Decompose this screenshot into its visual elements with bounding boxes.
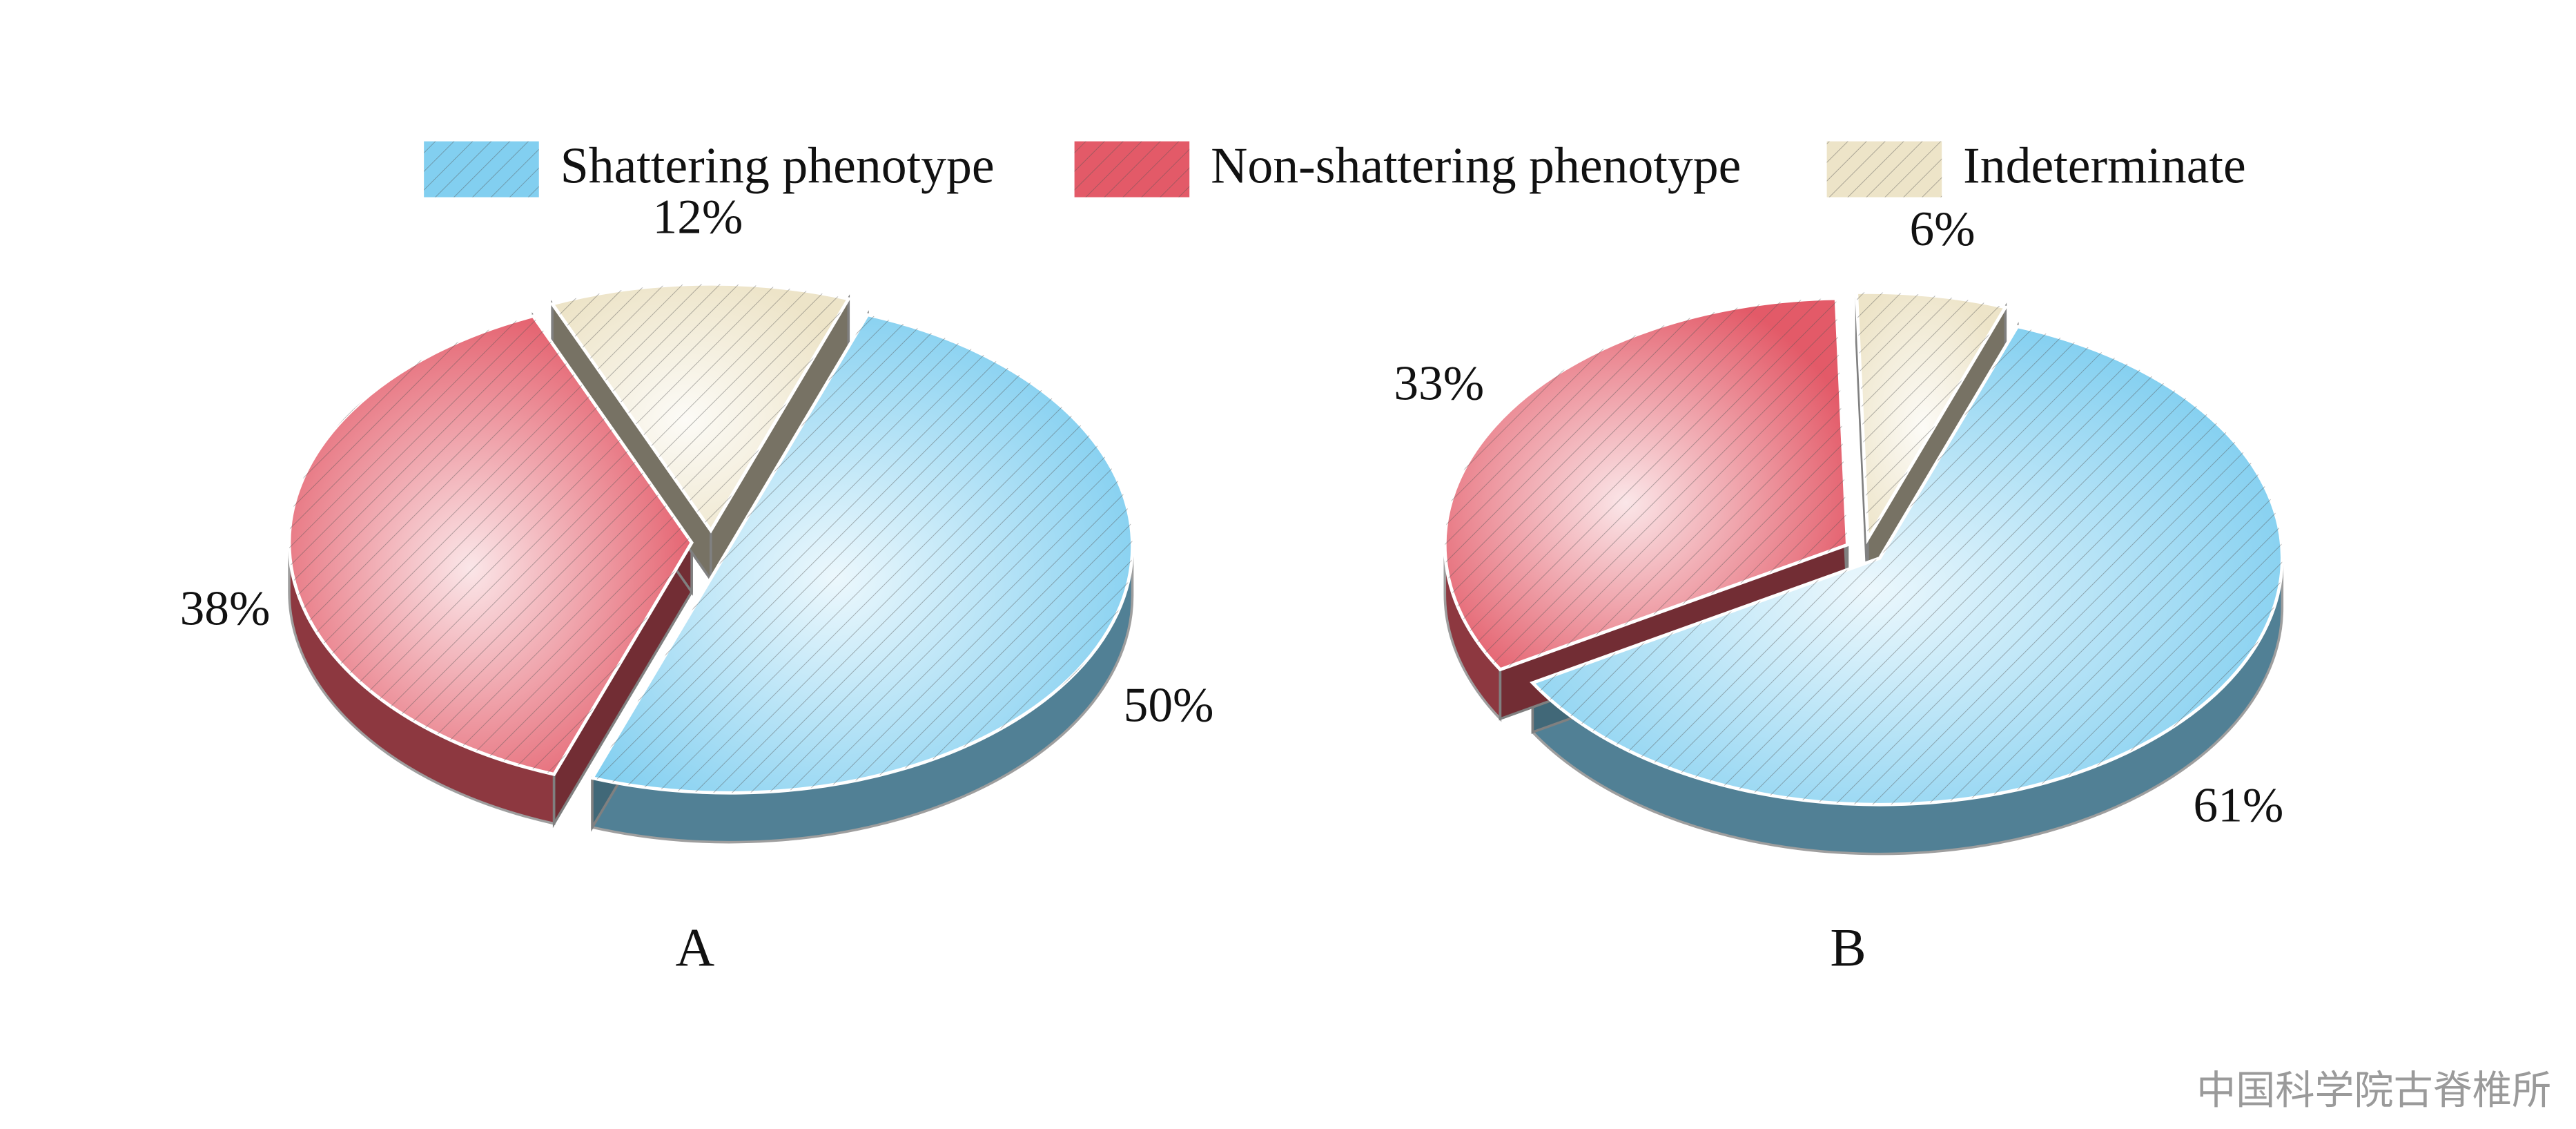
value-label: 38% xyxy=(180,581,271,636)
slice-hatch xyxy=(1532,326,2283,805)
legend-hatch xyxy=(1074,141,1190,197)
legend: Shattering phenotype Non-shattering pheno… xyxy=(424,137,2246,197)
watermark: 中国科学院古脊椎所 xyxy=(2196,1068,2551,1113)
legend-label: Non-shattering phenotype xyxy=(1211,137,1741,193)
slice-hatch xyxy=(1856,292,2006,539)
legend-label: Indeterminate xyxy=(1963,137,2246,193)
slice-hatch xyxy=(289,316,692,775)
value-label: 61% xyxy=(2194,778,2284,832)
chart-title: B xyxy=(1830,917,1866,977)
value-label: 33% xyxy=(1394,356,1484,411)
value-label: 50% xyxy=(1124,678,1214,733)
legend-label: Shattering phenotype xyxy=(560,137,995,193)
slice-hatch xyxy=(552,284,849,531)
slice-hatch xyxy=(1445,298,1848,670)
legend-hatch xyxy=(424,141,539,197)
slice-hatch xyxy=(592,314,1133,793)
chart-title: A xyxy=(675,917,714,977)
value-label: 12% xyxy=(653,189,743,244)
pies: 50% 38% 12% A 61% 33% 6% B xyxy=(180,189,2284,977)
value-label: 6% xyxy=(1909,202,1975,256)
legend-hatch xyxy=(1826,141,1942,197)
